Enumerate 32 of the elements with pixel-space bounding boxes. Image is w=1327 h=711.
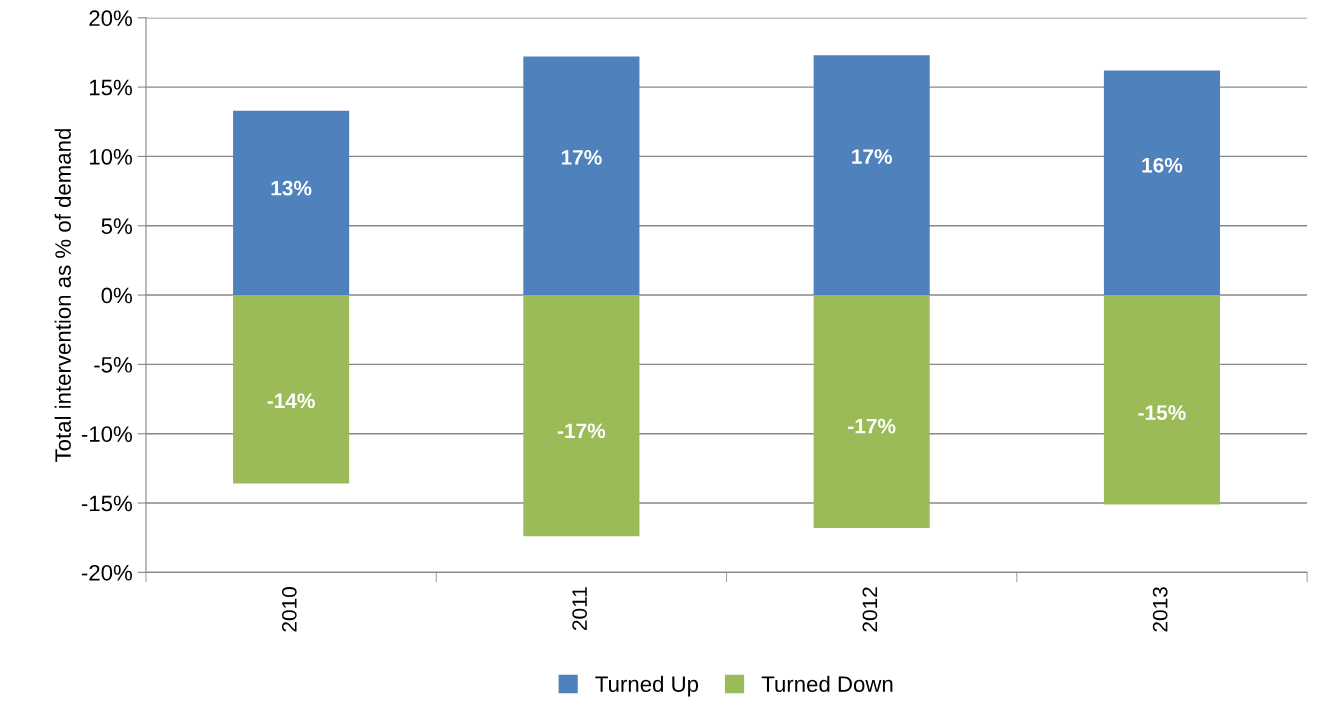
y-tick-label: 20% (89, 10, 132, 27)
x-tick-label: 2013 (1152, 587, 1168, 632)
y-tick-label: 10% (89, 148, 132, 165)
data-label: -14% (267, 393, 315, 409)
data-label: 13% (271, 180, 312, 196)
bar (813, 295, 930, 528)
data-label: -17% (848, 418, 896, 434)
x-tick-label: 2011 (572, 587, 587, 630)
data-label: 17% (852, 149, 892, 164)
y-tick-label: 0% (101, 287, 132, 304)
bar (523, 295, 640, 537)
y-tick-label: -20% (81, 564, 132, 581)
y-tick-label: -10% (81, 426, 132, 442)
bar (1103, 70, 1221, 296)
data-label: -15% (1138, 405, 1186, 420)
y-tick-label: 15% (89, 79, 132, 96)
legend-label: Turned Down (761, 675, 893, 692)
bar (523, 56, 640, 296)
bar (813, 55, 930, 296)
bar (233, 110, 350, 296)
data-label: -17% (557, 423, 606, 439)
data-label: 16% (1142, 157, 1183, 173)
x-tick-label: 2012 (862, 587, 878, 632)
y-tick-label: -15% (81, 495, 132, 512)
data-label: 17% (561, 150, 602, 165)
x-tick-label: 2010 (281, 587, 297, 632)
y-axis-title: Total intervention as % of demand (54, 129, 71, 462)
y-tick-label: -5% (94, 357, 132, 373)
bar (1103, 295, 1221, 505)
y-tick-label: 5% (101, 218, 132, 235)
legend-label: Turned Up (595, 675, 699, 697)
bar (233, 295, 350, 484)
